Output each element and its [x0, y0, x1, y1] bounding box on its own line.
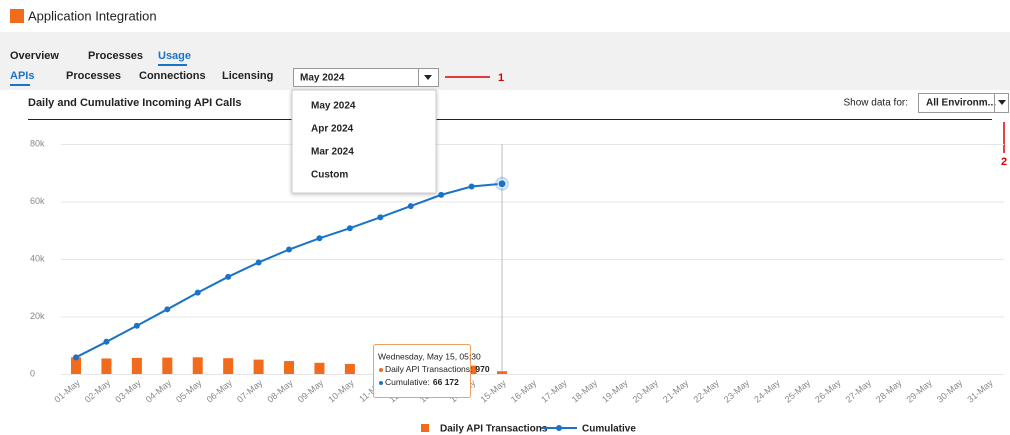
legend-label: Daily API Transactions: [440, 424, 548, 435]
month-select[interactable]: [293, 68, 439, 87]
y-tick-label: 20k: [30, 311, 45, 321]
tab-area: [0, 32, 1010, 90]
bar: [101, 358, 112, 374]
point: [407, 203, 414, 210]
subtab[interactable]: Processes: [66, 70, 121, 82]
y-tick-label: 0: [30, 368, 35, 378]
subtab-active[interactable]: APIs: [10, 70, 34, 82]
bar: [192, 357, 203, 374]
tab[interactable]: Processes: [88, 50, 143, 62]
point: [468, 183, 475, 190]
tab[interactable]: Overview: [10, 50, 59, 62]
tab-underline: [158, 64, 187, 66]
logo: [10, 9, 24, 23]
legend-swatch: [421, 424, 429, 432]
point: [346, 225, 353, 232]
tooltip-title: Wednesday, May 15, 05:30: [378, 351, 481, 361]
tooltip-value: 66 172: [433, 377, 459, 387]
menu-panel: [291, 89, 437, 194]
point: [438, 191, 445, 198]
select-arrow: [998, 100, 1006, 105]
point: [316, 235, 323, 242]
tooltip-label: Cumulative:: [385, 377, 430, 387]
bar: [497, 371, 508, 374]
menu-option[interactable]: Custom: [311, 170, 348, 181]
tooltip: Wednesday, May 15, 05:30 Daily API Transa…: [373, 344, 490, 398]
legend-label: Cumulative: [582, 424, 636, 435]
tab-active[interactable]: Usage: [158, 50, 191, 62]
annotation: 2: [1001, 156, 1007, 168]
point: [194, 289, 201, 296]
bar: [344, 363, 355, 374]
menu-option[interactable]: May 2024: [311, 101, 356, 112]
y-tick-label: 80k: [30, 138, 45, 148]
point: [377, 214, 384, 221]
filter-label: Show data for:: [844, 98, 908, 109]
menu-option[interactable]: Apr 2024: [311, 124, 354, 135]
bar: [284, 361, 295, 374]
point: [286, 246, 293, 253]
point: [497, 179, 507, 189]
point: [225, 273, 232, 280]
point: [255, 259, 262, 266]
subtab-underline: [10, 84, 30, 86]
bar: [131, 357, 142, 374]
bar: [162, 357, 173, 374]
tooltip-value: 970: [475, 364, 489, 374]
menu-option[interactable]: Mar 2024: [311, 147, 354, 158]
tooltip-label: Daily API Transactions:: [385, 364, 472, 374]
tooltip-dot: [379, 381, 383, 385]
app-title: Application Integration: [28, 8, 157, 23]
select-arrow: [424, 75, 432, 80]
bar: [466, 365, 477, 374]
point: [133, 322, 140, 329]
point: [164, 306, 171, 313]
point: [103, 338, 110, 345]
bar: [314, 362, 325, 374]
bar: [223, 358, 234, 374]
annotation: 1: [498, 72, 504, 84]
tooltip-box: [373, 344, 471, 398]
tooltip-item: Daily API Transactions: 970: [385, 364, 490, 374]
tooltip-dot: [379, 368, 383, 372]
bar: [253, 359, 264, 374]
y-tick-label: 40k: [30, 253, 45, 263]
month-select-value: May 2024: [300, 73, 345, 84]
filter-select[interactable]: [918, 93, 1009, 113]
bar: [71, 357, 82, 374]
subtab[interactable]: Licensing: [222, 70, 273, 82]
tooltip-item: Cumulative: 66 172: [385, 377, 459, 387]
month-menu: May 2024 Apr 2024 Mar 2024 Custom: [291, 89, 437, 194]
chart-title: Daily and Cumulative Incoming API Calls: [28, 97, 242, 109]
legend-swatch: [556, 425, 562, 431]
y-tick-label: 60k: [30, 196, 45, 206]
filter-value: All Environm...: [926, 98, 996, 109]
point: [73, 354, 80, 361]
subtab[interactable]: Connections: [139, 70, 206, 82]
